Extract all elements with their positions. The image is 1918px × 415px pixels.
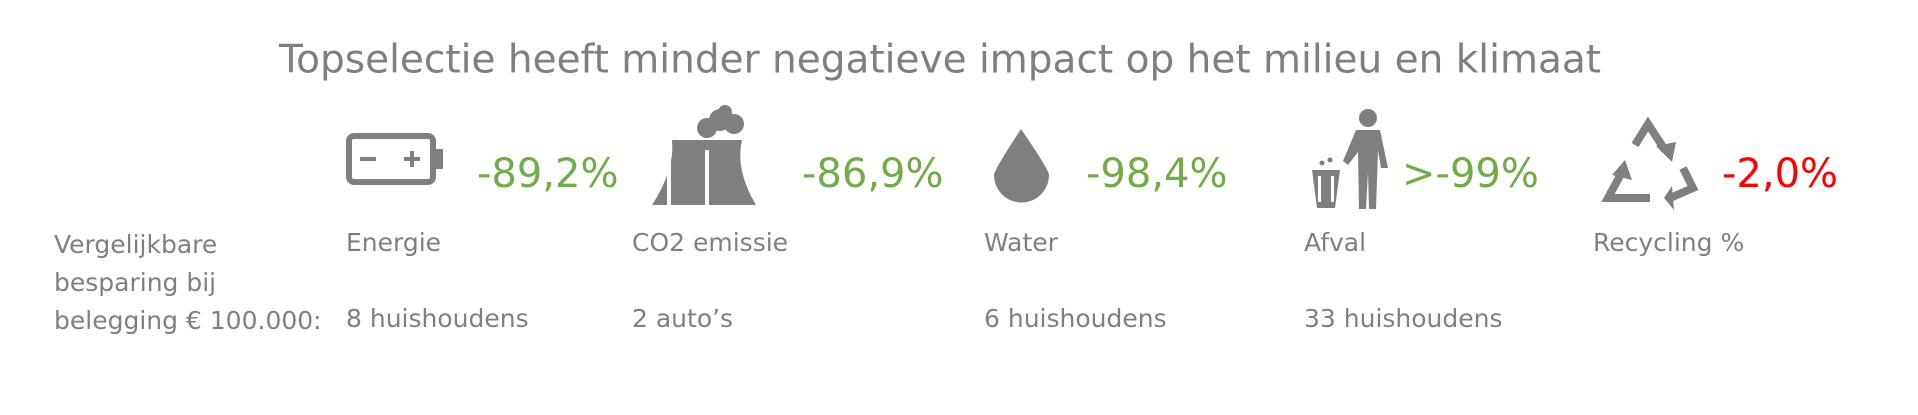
row-label-line: Vergelijkbare	[54, 230, 217, 259]
item-label: CO2 emissie	[632, 228, 788, 257]
item-label: Afval	[1304, 228, 1366, 257]
percent: >-99%	[1402, 151, 1539, 197]
item-label: Recycling %	[1593, 228, 1744, 257]
item-label: Energie	[346, 228, 441, 257]
item-label: Water	[984, 228, 1059, 257]
equivalent: 6 huishoudens	[984, 304, 1167, 333]
equivalent: 8 huishoudens	[346, 304, 529, 333]
row-label: Vergelijkbare besparing bij belegging € 10…	[54, 230, 322, 335]
row-label-line: belegging € 100.000:	[54, 306, 322, 335]
battery-icon	[346, 133, 443, 185]
cooling-tower-icon	[652, 105, 756, 205]
percent: -89,2%	[477, 151, 619, 197]
percent: -86,9%	[802, 151, 944, 197]
equivalent: 33 huishoudens	[1304, 304, 1503, 333]
equivalent: 2 auto’s	[632, 304, 733, 333]
water-drop-icon	[994, 129, 1049, 203]
items: -89,2% Energie 8 huishoudens -86,9% CO2 emis…	[346, 151, 1838, 333]
row-label-line: besparing bij	[54, 268, 216, 297]
title: Topselectie heeft minder negatieve impac…	[278, 38, 1601, 83]
percent: -98,4%	[1086, 151, 1228, 197]
percent: -2,0%	[1722, 151, 1838, 197]
recycle-icon	[1601, 116, 1699, 210]
waste-icon	[1312, 109, 1388, 209]
